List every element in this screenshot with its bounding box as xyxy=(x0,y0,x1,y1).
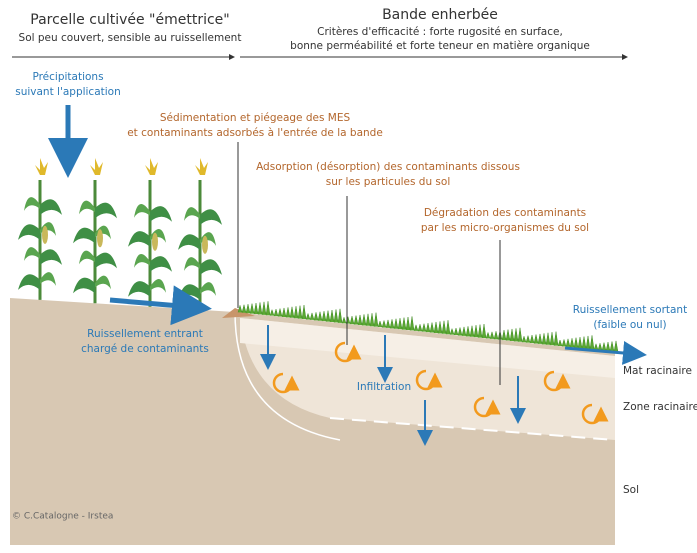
shape xyxy=(134,253,150,268)
label: Infiltration xyxy=(357,381,411,393)
shape xyxy=(40,199,62,215)
label: et contaminants adsorbés à l'entrée de l… xyxy=(127,127,383,139)
shape xyxy=(150,278,166,293)
layer-label: Zone racinaire xyxy=(623,401,697,413)
shape xyxy=(237,301,619,352)
ellipse xyxy=(97,229,103,248)
shape xyxy=(128,231,150,247)
shape xyxy=(18,274,40,290)
ellipse xyxy=(42,225,48,244)
arrows xyxy=(48,105,647,446)
label: suivant l'application xyxy=(15,86,121,98)
shape xyxy=(150,256,172,272)
texts: Parcelle cultivée "émettrice" Sol peu co… xyxy=(15,7,687,393)
label: (faible ou nul) xyxy=(593,319,666,331)
shape xyxy=(40,222,56,236)
shape xyxy=(184,207,200,221)
right-title: Bande enherbée xyxy=(382,7,498,23)
shape xyxy=(73,277,95,294)
corn xyxy=(18,158,222,310)
label: Dégradation des contaminants xyxy=(424,207,586,219)
shape xyxy=(200,232,216,246)
layer-label: Mat racinaire xyxy=(623,365,692,377)
shape xyxy=(200,209,222,225)
label: chargé de contaminants xyxy=(81,343,209,355)
label: Sédimentation et piégeage des MES xyxy=(160,112,351,124)
credit: © C.Catalogne - Irstea xyxy=(12,512,113,522)
ellipse xyxy=(152,232,158,251)
shape xyxy=(24,247,40,261)
shape xyxy=(95,252,117,269)
shape xyxy=(200,282,216,296)
shape xyxy=(35,158,48,175)
grass xyxy=(237,301,619,352)
shape xyxy=(178,284,200,300)
shape xyxy=(24,197,40,211)
shape xyxy=(95,202,117,219)
shape xyxy=(73,227,95,244)
right-subtitle: bonne perméabilité et forte teneur en ma… xyxy=(290,40,590,52)
shape xyxy=(90,158,103,175)
shape xyxy=(195,158,208,175)
shape xyxy=(40,249,62,265)
left-subtitle: Sol peu couvert, sensible au ruisselleme… xyxy=(19,32,242,44)
shape xyxy=(200,259,222,275)
shape xyxy=(184,257,200,271)
shape xyxy=(134,203,150,218)
label: Adsorption (désorption) des contaminants… xyxy=(256,161,520,173)
shape xyxy=(145,158,158,175)
shape xyxy=(79,200,95,215)
layer-label: Sol xyxy=(623,484,639,496)
layer-labels: Mat racinaire Zone racinaire Sol © C.Cat… xyxy=(12,365,697,522)
cycles xyxy=(272,341,609,425)
pointers xyxy=(237,142,501,385)
shape xyxy=(178,234,200,250)
shape xyxy=(128,281,150,297)
ellipse xyxy=(202,235,208,254)
label: Précipitations xyxy=(32,71,103,83)
left-title: Parcelle cultivée "émettrice" xyxy=(30,12,229,28)
shape xyxy=(150,228,166,243)
shape xyxy=(79,250,95,265)
label: Ruissellement entrant xyxy=(87,328,203,340)
shape xyxy=(150,206,172,222)
right-subtitle: Critères d'efficacité : forte rugosité e… xyxy=(317,26,563,38)
shape xyxy=(18,224,40,240)
shape xyxy=(40,272,56,286)
label: par les micro-organismes du sol xyxy=(421,222,589,234)
shape xyxy=(95,275,111,290)
label: sur les particules du sol xyxy=(326,176,451,188)
shape xyxy=(95,225,111,240)
label: Ruissellement sortant xyxy=(573,304,687,316)
